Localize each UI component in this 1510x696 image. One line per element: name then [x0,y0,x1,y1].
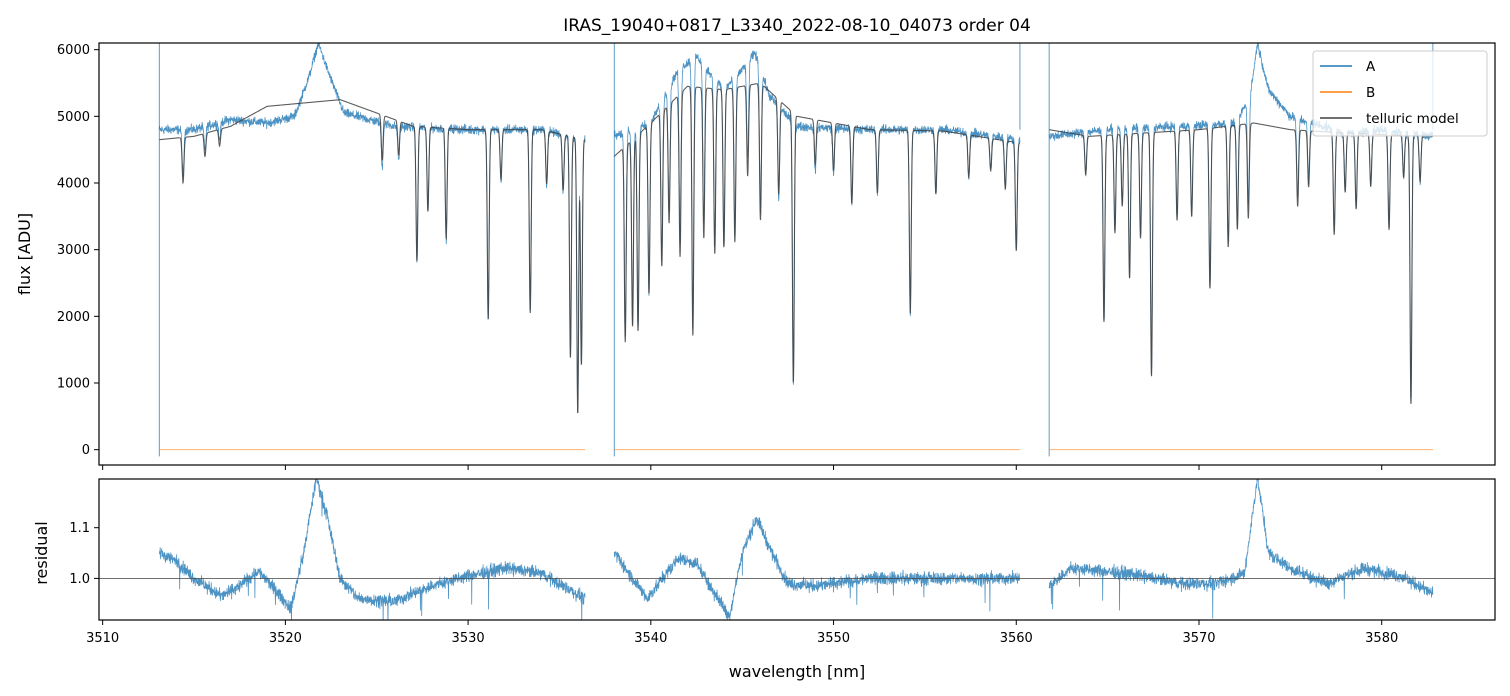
flux-plot-area [158,43,1434,457]
residual-panel: 1.01.1 3510 3520 3530 3540 3550 3560 3570 3580 … [32,478,1496,681]
series-a-line [613,50,1021,385]
series-a-line [158,43,586,413]
residual-x-tick-label: 3550 [817,631,850,646]
chart-title: IRAS_19040+0817_L3340_2022-08-10_04073 o… [563,16,1031,36]
telluric-model-line [159,99,586,414]
flux-panel-frame [98,42,1496,466]
residual-y-axis-label: residual [32,521,51,584]
residual-plot-area [99,479,1495,620]
x-axis-label: wavelength [nm] [729,662,866,681]
residual-x-tick-label: 3560 [1000,631,1033,646]
flux-y-tick-label: 1000 [57,377,90,392]
flux-y-ticks: 0 1000 2000 3000 4000 5000 6000 [57,43,99,458]
residual-y-tick-label: 1.1 [69,521,90,536]
residual-line [613,517,1021,620]
legend-box [1312,50,1488,137]
residual-x-tick-label: 3540 [634,631,667,646]
residual-y-ticks: 1.0 1.1 [69,521,99,587]
flux-y-tick-label: 6000 [57,43,90,58]
flux-y-tick-label: 5000 [57,110,90,125]
telluric-model-line [1049,122,1433,404]
residual-line [1048,479,1434,619]
residual-x-tick-label: 3580 [1365,631,1398,646]
legend-label: B [1366,85,1375,101]
flux-y-tick-label: 3000 [57,243,90,258]
residual-x-tick-label: 3530 [452,631,485,646]
telluric-model-line [613,83,1020,383]
flux-y-tick-label: 4000 [57,177,90,192]
flux-x-ticks [102,465,1383,470]
residual-y-tick-label: 1.0 [69,572,90,587]
residual-panel-frame [98,478,1496,621]
residual-x-tick-label: 3520 [269,631,302,646]
flux-panel: 0 1000 2000 3000 4000 5000 6000 flux [ADU] ABt… [15,42,1496,470]
residual-x-ticks: 3510 3520 3530 3540 3550 3560 3570 3580 [86,620,1398,646]
residual-line [158,479,586,620]
residual-x-tick-label: 3510 [86,631,119,646]
flux-y-axis-label: flux [ADU] [15,213,34,295]
flux-y-tick-label: 0 [82,443,90,458]
flux-y-tick-label: 2000 [57,310,90,325]
residual-x-tick-label: 3570 [1182,631,1215,646]
legend-label: A [1366,59,1376,75]
legend-label: telluric model [1366,111,1459,127]
